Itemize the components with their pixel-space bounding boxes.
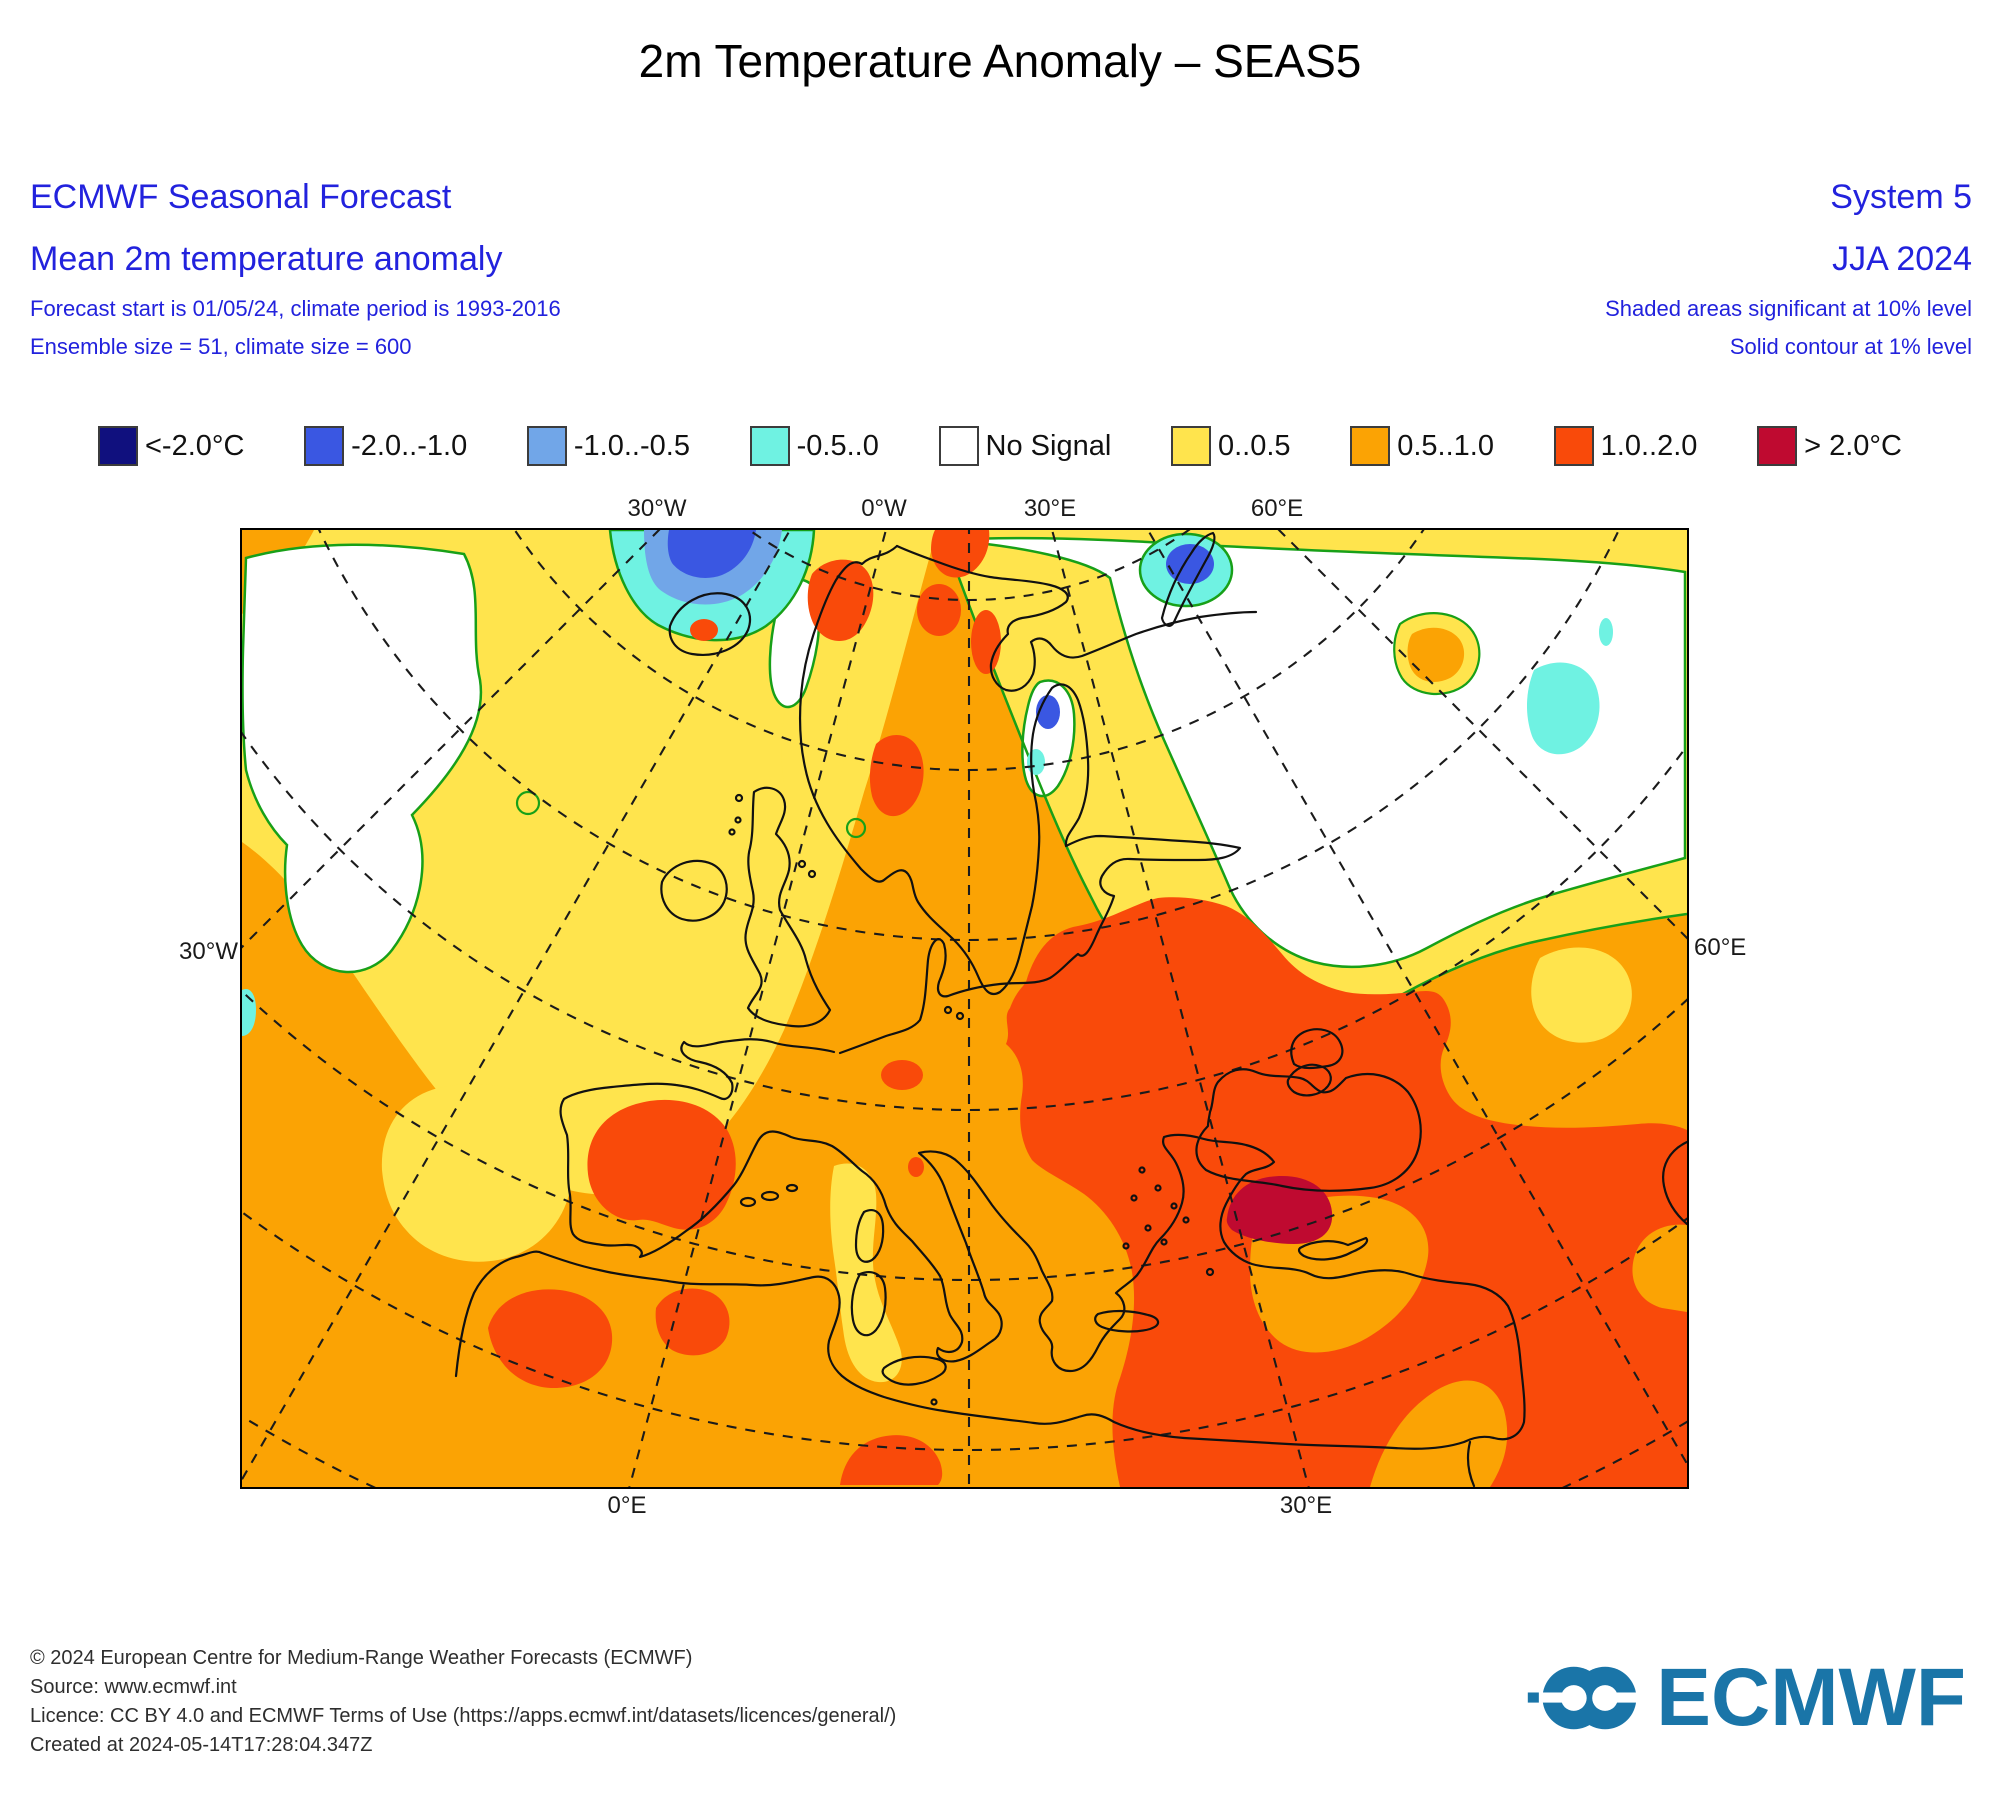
axis-label-bottom-0e: 0°E	[607, 1492, 647, 1519]
legend-item: No Signal	[938, 426, 1112, 466]
swatch-m2-m1	[304, 426, 345, 466]
footer-attribution: © 2024 European Centre for Medium-Range …	[30, 1644, 896, 1760]
legend-item: 1.0..2.0	[1553, 426, 1698, 466]
legend-item: -1.0..-0.5	[526, 426, 690, 466]
significance-contour-ring	[515, 790, 541, 816]
regions-no-signal-white	[242, 536, 1687, 974]
axis-label-top-30w: 30°W	[627, 495, 687, 522]
axis-label-top-30e: 30°E	[1023, 495, 1077, 522]
ecmwf-logo-text: ECMWF	[1656, 1652, 1966, 1743]
coastlines	[454, 531, 1687, 1487]
copyright-line: © 2024 European Centre for Medium-Range …	[30, 1647, 693, 1669]
legend-label: 0..0.5	[1217, 429, 1291, 462]
region-warm-island	[1407, 627, 1465, 682]
legend-label: -2.0..-1.0	[351, 429, 468, 462]
product-name: ECMWF Seasonal Forecast	[30, 178, 452, 216]
swatch-1-2	[1553, 426, 1594, 466]
legend-label: 0.5..1.0	[1397, 429, 1494, 462]
axis-label-right-60e: 60°E	[1694, 934, 1747, 961]
significance-contour-ring	[845, 817, 867, 839]
axis-label-top-0w: 0°W	[861, 495, 907, 522]
source-line: Source: www.ecmwf.int	[30, 1676, 237, 1698]
axis-label-bottom-30e: 30°E	[1279, 1492, 1333, 1519]
swatch-no-signal	[938, 426, 979, 466]
legend-label: No Signal	[985, 429, 1112, 462]
axis-label-top-60e: 60°E	[1250, 495, 1304, 522]
swatch-05-1	[1350, 426, 1391, 466]
legend-label: -1.0..-0.5	[573, 429, 690, 462]
legend-item: 0..0.5	[1170, 426, 1291, 466]
legend-item: -0.5..0	[749, 426, 879, 466]
contour-note: Solid contour at 1% level	[1729, 334, 1972, 359]
graticule	[242, 530, 1687, 1487]
color-scale-legend: <-2.0°C -2.0..-1.0 -1.0..-0.5 -0.5..0 No…	[98, 426, 1902, 466]
page-title: 2m Temperature Anomaly – SEAS5	[638, 35, 1362, 87]
system-label: System 5	[1830, 178, 1972, 216]
ecmwf-logo-icon	[1528, 1666, 1639, 1730]
map-canvas	[242, 530, 1687, 1487]
significance-note: Shaded areas significant at 10% level	[1605, 296, 1972, 321]
legend-item: -2.0..-1.0	[304, 426, 467, 466]
ensemble-info: Ensemble size = 51, climate size = 600	[30, 334, 412, 359]
forecast-start-info: Forecast start is 01/05/24, climate peri…	[30, 296, 561, 321]
created-line: Created at 2024-05-14T17:28:04.347Z	[30, 1734, 373, 1756]
legend-label: 1.0..2.0	[1600, 429, 1698, 462]
legend-item: 0.5..1.0	[1350, 426, 1494, 466]
legend-label: <-2.0°C	[145, 429, 245, 462]
swatch-lt-m2	[98, 426, 138, 466]
anomaly-map	[240, 528, 1689, 1489]
variable-name: Mean 2m temperature anomaly	[30, 240, 503, 278]
swatch-m1-m05	[526, 426, 567, 466]
regions-cool	[242, 530, 1613, 1036]
swatch-gt-2	[1757, 426, 1798, 466]
legend-item: <-2.0°C	[98, 426, 244, 466]
legend-label: > 2.0°C	[1804, 429, 1902, 462]
axis-label-left-30w: 30°W	[179, 938, 238, 965]
swatch-m05-0	[749, 426, 790, 466]
licence-line: Licence: CC BY 4.0 and ECMWF Terms of Us…	[30, 1705, 897, 1727]
ecmwf-logo: ECMWF	[1524, 1652, 1966, 1744]
season-label: JJA 2024	[1832, 240, 1972, 278]
legend-item: > 2.0°C	[1757, 426, 1902, 466]
legend-label: -0.5..0	[796, 429, 879, 462]
swatch-0-05	[1170, 426, 1211, 466]
region-extreme-warm	[1226, 1176, 1333, 1244]
